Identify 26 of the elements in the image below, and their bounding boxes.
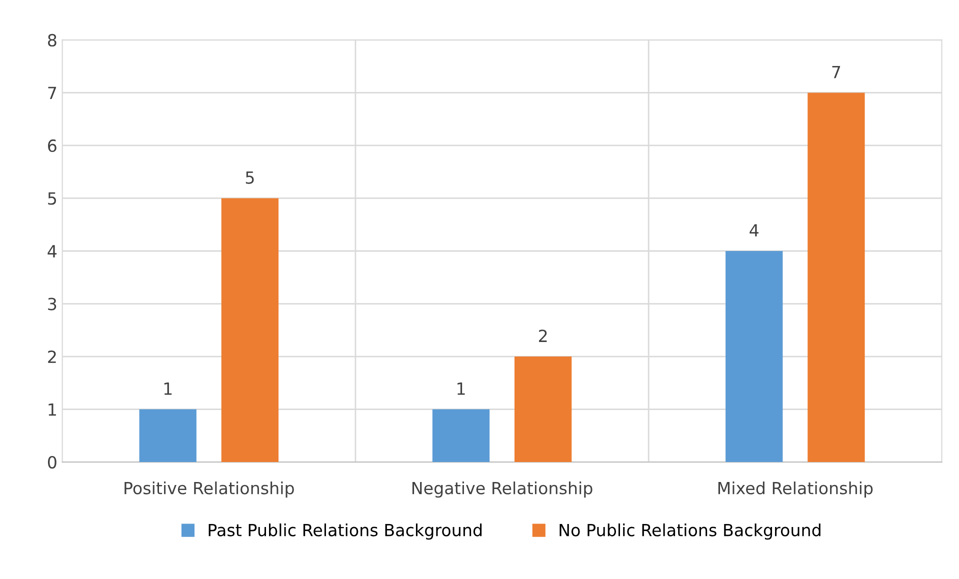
data-label: 5 (246, 172, 254, 184)
y-tick-label: 3 (48, 298, 56, 310)
bar (139, 409, 196, 462)
bar (221, 198, 279, 462)
data-label: 7 (832, 66, 840, 78)
x-tick-label: Positive Relationship (124, 481, 294, 498)
legend-label: Past Public Relations Background (208, 523, 482, 540)
y-tick-label: 8 (48, 34, 56, 47)
y-tick-label: 5 (48, 192, 56, 205)
y-tick-label: 0 (48, 456, 56, 469)
y-tick-label: 6 (48, 139, 56, 152)
bar (432, 409, 490, 462)
x-tick-label: Mixed Relationship (718, 481, 873, 498)
y-tick-label: 1 (48, 403, 56, 416)
x-tick-label: Negative Relationship (412, 481, 592, 498)
y-tick-label: 2 (48, 350, 56, 363)
bar (726, 250, 783, 462)
bar (514, 356, 572, 462)
legend-label: No Public Relations Background (560, 523, 820, 540)
data-label: 2 (538, 330, 547, 342)
data-label: 4 (750, 224, 758, 236)
data-label: 1 (164, 382, 172, 395)
y-tick-label: 4 (48, 245, 57, 258)
bar (808, 92, 865, 462)
y-tick-label: 7 (48, 86, 56, 100)
data-label: 1 (458, 382, 465, 395)
